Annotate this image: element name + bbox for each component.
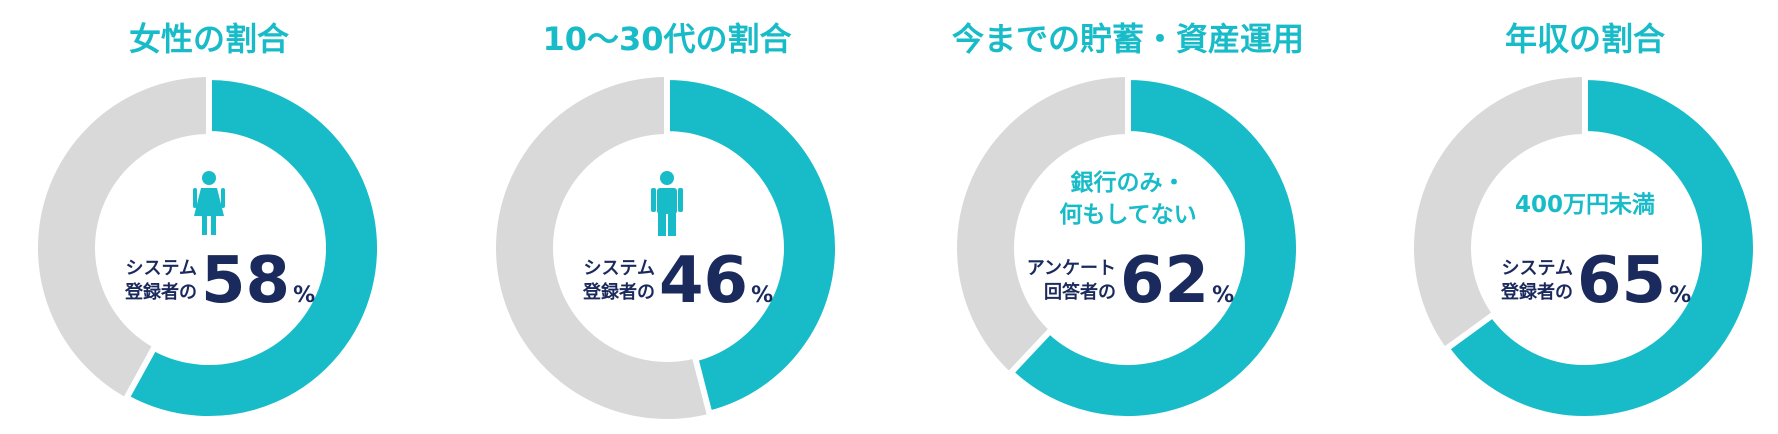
value-unit: % xyxy=(293,283,315,308)
chart-title: 10〜30代の割合 xyxy=(542,20,791,58)
chart-title: 女性の割合 xyxy=(129,20,289,58)
center-value: 62% xyxy=(1120,244,1234,318)
icon-body xyxy=(194,188,224,216)
donut-hole xyxy=(1017,137,1239,359)
value-number: 65 xyxy=(1577,244,1666,318)
icon-arm xyxy=(651,188,656,212)
value-number: 46 xyxy=(659,244,748,318)
donut-segment xyxy=(122,73,383,422)
value-number: 62 xyxy=(1120,244,1209,318)
donut-segment xyxy=(1442,73,1760,422)
icon-leg xyxy=(202,215,207,235)
donut-segment xyxy=(1006,73,1302,422)
center-label: システム xyxy=(584,258,655,279)
value-unit: % xyxy=(751,283,773,308)
icon-leg xyxy=(658,212,666,236)
subtitle: 400万円未満 xyxy=(1515,192,1655,218)
value-unit: % xyxy=(1669,283,1691,308)
center-label: 登録者の xyxy=(582,281,655,303)
icon-head xyxy=(202,171,216,185)
value-number: 58 xyxy=(201,244,290,318)
icon-head xyxy=(660,171,674,185)
chart-title: 今までの貯蓄・資産運用 xyxy=(952,20,1304,58)
center-value: 58% xyxy=(201,244,315,318)
icon-leg xyxy=(668,212,676,236)
male-icon xyxy=(651,171,683,236)
icon-leg xyxy=(211,215,216,235)
center-label: アンケート xyxy=(1027,258,1116,279)
center-value: 46% xyxy=(659,244,773,318)
female-icon xyxy=(193,171,225,235)
subtitle: 何もしてない xyxy=(1059,202,1196,228)
icon-body xyxy=(657,188,677,214)
icon-arm xyxy=(221,188,225,208)
center-label: システム xyxy=(126,258,197,279)
donut-hole xyxy=(1474,137,1696,359)
icon-arm xyxy=(193,188,197,208)
center-label: システム xyxy=(1502,258,1573,279)
chart-title: 年収の割合 xyxy=(1505,20,1665,58)
center-label: 登録者の xyxy=(1500,281,1573,303)
icon-arm xyxy=(678,188,683,212)
value-unit: % xyxy=(1212,283,1234,308)
donut-hole xyxy=(556,137,778,359)
center-label: 回答者の xyxy=(1044,281,1116,303)
center-value: 65% xyxy=(1577,244,1691,318)
center-label: 登録者の xyxy=(124,281,197,303)
donut-hole xyxy=(98,137,320,359)
subtitle: 銀行のみ・ xyxy=(1071,169,1186,196)
donut-segment xyxy=(664,73,841,418)
